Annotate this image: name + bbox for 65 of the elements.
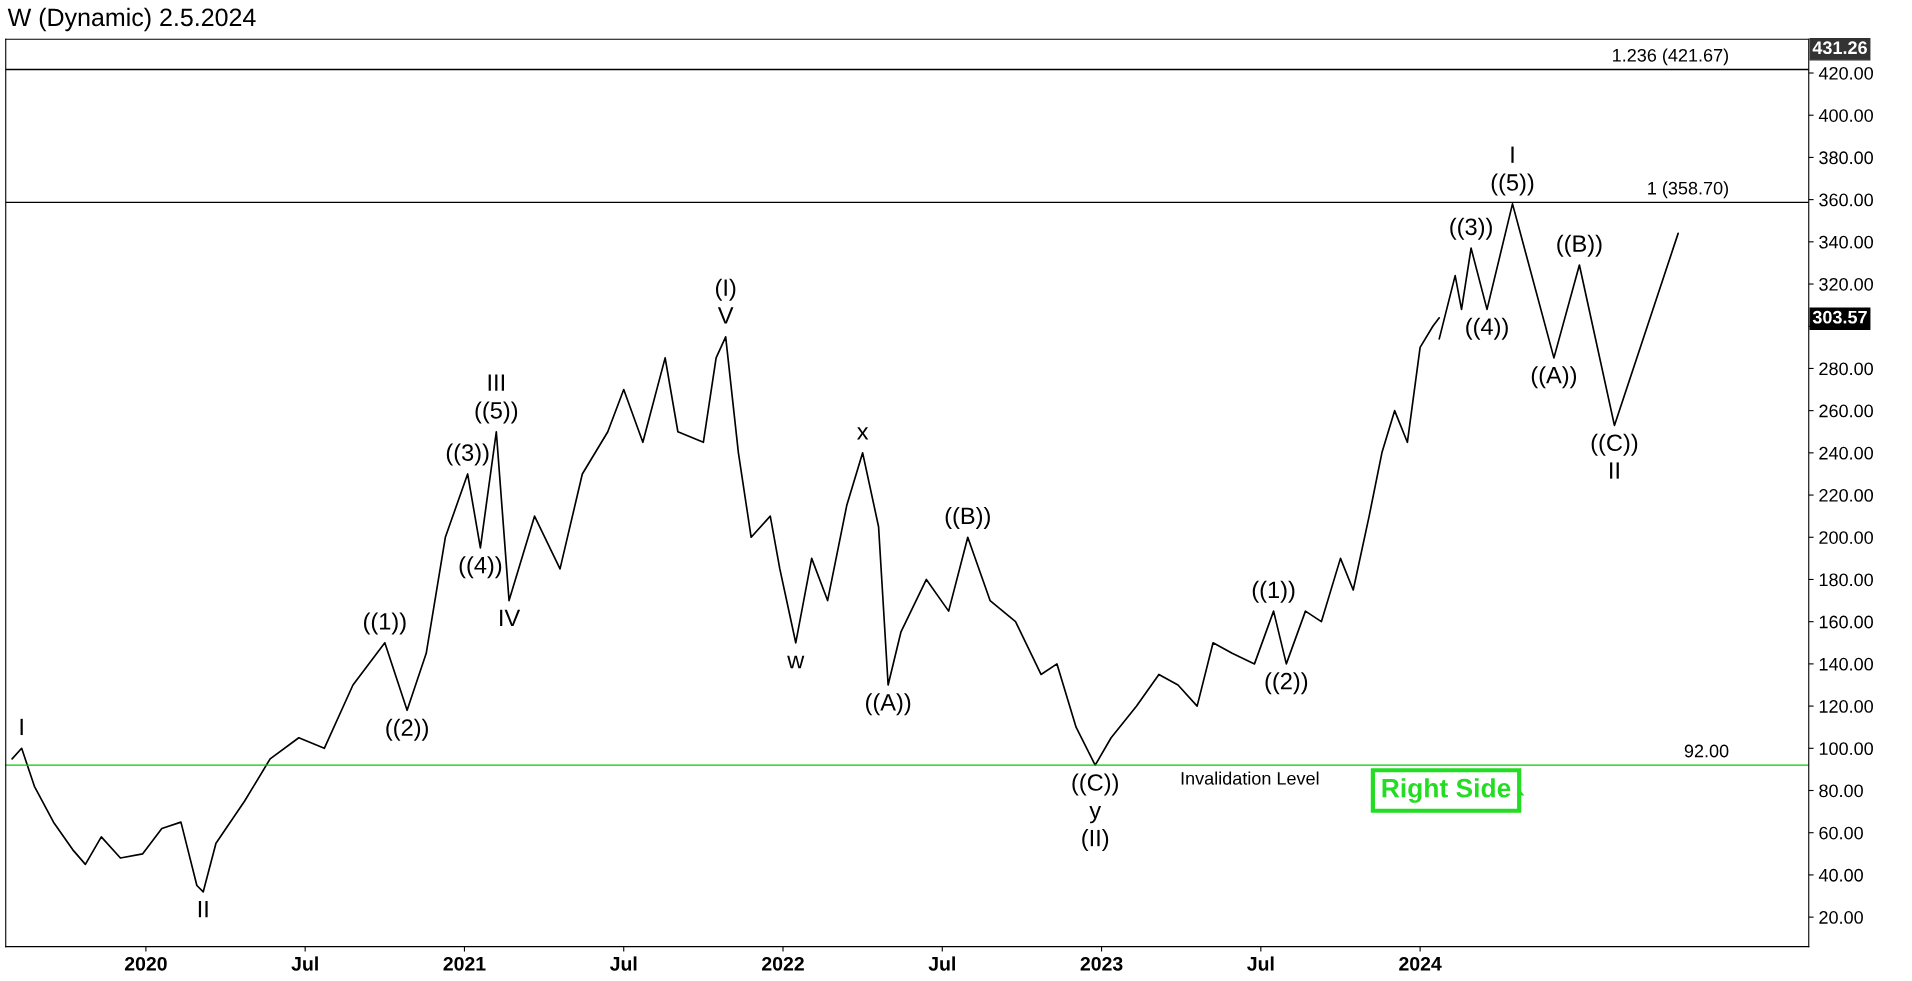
y-tick-label: 400.00 xyxy=(1818,109,1873,122)
y-tick-label: 40.00 xyxy=(1818,868,1863,882)
annotation: ((A)) xyxy=(866,693,911,716)
annotation: ((A)) xyxy=(1531,366,1577,389)
y-tick-label: 20.00 xyxy=(1819,911,1863,924)
ref-line-label: 1.236 (421.67) xyxy=(1613,48,1728,66)
y-tick-label: 60.00 xyxy=(1819,826,1863,840)
x-tick-label: 2020 xyxy=(124,956,167,971)
y-tick-label: 380.00 xyxy=(1819,151,1873,165)
y-tick-label: 320.00 xyxy=(1819,277,1873,291)
y-tick-label: 160.00 xyxy=(1819,615,1873,629)
y-tick-label: 420.00 xyxy=(1818,66,1873,80)
chart-title: W (Dynamic) 2.5.2024 xyxy=(7,7,256,32)
annotation: ((B)) xyxy=(945,506,990,529)
annotation: w xyxy=(787,655,805,669)
annotation: ((4)) xyxy=(1466,317,1508,340)
annotation: II xyxy=(1610,462,1619,479)
annotation: ((3)) xyxy=(1450,217,1492,240)
annotation: Invalidation Level xyxy=(1181,771,1319,785)
annotation: y xyxy=(1089,805,1102,824)
annotation: V xyxy=(717,307,734,324)
x-tick-label: Jul xyxy=(928,956,955,971)
annotation: ((B)) xyxy=(1557,234,1602,257)
x-tick-label: Jul xyxy=(1247,956,1274,971)
annotation: ((5)) xyxy=(475,401,518,424)
annotation: ((2)) xyxy=(386,718,428,741)
y-tick-label: 180.00 xyxy=(1819,573,1873,587)
annotation: ((3)) xyxy=(446,443,489,466)
y-tick-label: 80.00 xyxy=(1819,784,1863,798)
ref-line-label: 92.00 xyxy=(1684,744,1729,758)
text: 431.26 xyxy=(1812,41,1867,55)
y-tick-label: 340.00 xyxy=(1819,235,1873,249)
x-tick-label: Jul xyxy=(291,956,318,971)
y-tick-label: 360.00 xyxy=(1819,193,1873,207)
x-tick-label: 2023 xyxy=(1080,956,1123,971)
annotation: II xyxy=(198,901,208,918)
y-tick-label: 100.00 xyxy=(1819,742,1873,756)
x-tick-label: 2022 xyxy=(762,956,804,971)
y-tick-label: 200.00 xyxy=(1819,531,1873,544)
annotation: x xyxy=(857,427,869,440)
annotation: I xyxy=(20,718,23,736)
annotation: (I) xyxy=(715,278,736,301)
annotation: ((1)) xyxy=(1252,580,1295,603)
annotation: ((1)) xyxy=(363,612,406,635)
y-tick-label: 140.00 xyxy=(1819,657,1873,671)
text: 303.57 xyxy=(1812,310,1867,324)
annotation: I xyxy=(1511,146,1514,163)
annotation: ((5)) xyxy=(1491,173,1534,196)
x-tick-label: 2024 xyxy=(1399,956,1442,971)
y-tick-label: 280.00 xyxy=(1819,362,1873,376)
annotation: ((C)) xyxy=(1591,433,1638,456)
ref-line-label: 1 (358.70) xyxy=(1648,181,1728,199)
annotation: Right Side xyxy=(1382,778,1511,803)
annotation: (II) xyxy=(1082,829,1109,852)
y-tick-label: 220.00 xyxy=(1819,489,1873,502)
x-tick-label: Jul xyxy=(609,956,637,971)
annotation: III xyxy=(488,374,504,391)
annotation: ((4)) xyxy=(459,556,502,579)
x-tick-label: 2021 xyxy=(443,956,486,971)
y-tick-label: 260.00 xyxy=(1819,404,1873,418)
annotation: ((C)) xyxy=(1072,773,1118,796)
y-tick-label: 120.00 xyxy=(1819,700,1873,713)
annotation: ((2)) xyxy=(1265,672,1308,695)
y-tick-label: 240.00 xyxy=(1819,446,1873,460)
annotation: IV xyxy=(500,609,521,627)
